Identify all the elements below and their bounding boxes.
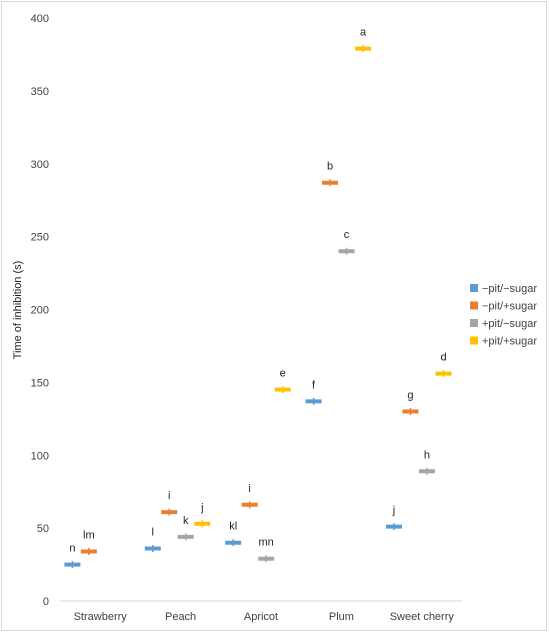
y-tick-label: 350 xyxy=(31,86,49,98)
y-tick-label: 400 xyxy=(31,13,49,25)
y-tick-label: 50 xyxy=(37,523,49,535)
significance-label: i xyxy=(248,483,250,495)
y-tick-label: 300 xyxy=(31,159,49,171)
data-points: n l kl f j lm i i b g k mn c h j e a d xyxy=(64,27,452,569)
legend-label: −pit/−sugar xyxy=(482,283,537,295)
x-axis-categories: Strawberry Peach Apricot Plum Sweet cherry xyxy=(74,611,455,623)
significance-label: l xyxy=(152,527,154,539)
significance-label: f xyxy=(312,379,316,391)
significance-label: lm xyxy=(83,529,95,541)
y-axis-title: Time of inhibition (s) xyxy=(12,261,24,360)
legend-label: +pit/+sugar xyxy=(482,336,537,348)
significance-label: a xyxy=(360,27,367,39)
y-axis-ticks: 0 50 100 150 200 250 300 350 400 xyxy=(31,13,49,608)
significance-label: mn xyxy=(259,537,274,549)
significance-label: c xyxy=(344,229,350,241)
legend-swatch xyxy=(470,284,478,292)
y-tick-label: 250 xyxy=(31,232,49,244)
legend-label: +pit/−sugar xyxy=(482,318,537,330)
significance-label: g xyxy=(407,390,413,402)
y-tick-label: 100 xyxy=(31,450,49,462)
y-axis-label: Time of inhibition (s) xyxy=(12,261,24,360)
significance-label: k xyxy=(183,515,189,527)
significance-label: kl xyxy=(229,521,237,533)
significance-label: b xyxy=(327,161,333,173)
x-category-label: Sweet cherry xyxy=(390,611,455,623)
significance-label: h xyxy=(424,449,430,461)
legend-swatch xyxy=(470,301,478,310)
significance-label: n xyxy=(69,543,75,555)
x-category-label: Strawberry xyxy=(74,611,128,623)
y-tick-label: 150 xyxy=(31,377,49,389)
x-category-label: Plum xyxy=(329,611,354,623)
significance-label: j xyxy=(392,505,395,517)
y-tick-label: 0 xyxy=(43,596,49,608)
x-category-label: Peach xyxy=(165,611,196,623)
legend-swatch xyxy=(470,336,478,345)
legend-label: −pit/+sugar xyxy=(482,301,537,313)
legend: −pit/−sugar −pit/+sugar +pit/−sugar +pit/+s… xyxy=(470,283,537,348)
significance-label: i xyxy=(168,490,170,502)
significance-label: d xyxy=(440,352,446,364)
legend-swatch xyxy=(470,319,478,327)
significance-label: e xyxy=(280,368,286,380)
y-tick-label: 200 xyxy=(31,305,49,317)
x-category-label: Apricot xyxy=(244,611,278,623)
significance-label: j xyxy=(200,502,203,514)
